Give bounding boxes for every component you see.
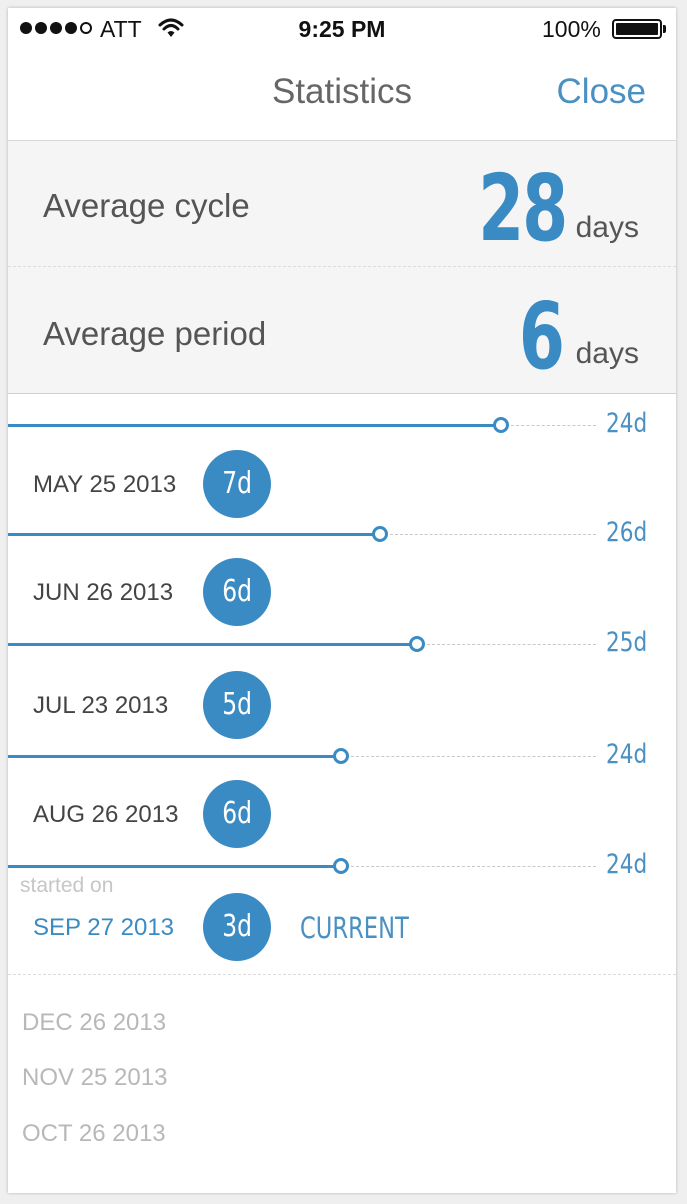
current-period-date: SEP 27 2013 [33,914,175,941]
cycle-bar: 24d [8,739,676,770]
cycle-bar: 25d [8,627,676,658]
period-length-badge: 6d [203,558,271,626]
signal-dot [65,22,77,34]
period-row[interactable]: JUL 23 2013 5d [8,671,676,739]
current-status-label: CURRENT [300,911,409,945]
period-length-badge: 6d [203,780,271,848]
page-title: Statistics [271,72,413,111]
period-length-badge: 7d [203,450,271,518]
cycle-length: 24d [606,408,648,439]
cycle-bar: 24d [8,849,676,880]
period-length-badge: 5d [203,671,271,739]
average-cycle-label: Average cycle [43,187,250,224]
wifi-icon [158,18,184,37]
summary-panel: Average cycle 28 days Average period 6 d… [8,141,676,394]
battery-tip [663,25,666,33]
cycle-length: 26d [606,517,648,548]
average-period-unit: days [575,337,639,370]
period-row[interactable]: MAY 25 2013 7d [8,450,676,518]
predicted-date: DEC 26 2013 [22,1009,167,1036]
cycle-bar: 24d [8,408,676,439]
signal-dot [35,22,47,34]
average-period-row: Average period 6 days [8,267,676,392]
predicted-date: NOV 25 2013 [22,1064,168,1091]
period-length-badge: 3d [203,893,271,961]
signal-dot [20,22,32,34]
average-period-label: Average period [43,315,267,352]
cycle-dash [427,644,596,645]
predicted-date: OCT 26 2013 [22,1120,166,1147]
cycle-marker [493,417,509,433]
cycle-dash [511,425,596,426]
average-cycle-unit: days [575,211,639,244]
cycle-bar-line [8,865,338,868]
average-period-value: 6 [518,283,565,390]
cycle-bar-line [8,533,376,536]
cycle-bar: 26d [8,517,676,548]
cycle-marker [372,526,388,542]
carrier-name: ATT [100,16,142,42]
status-time: 9:25 PM [298,16,386,42]
cycle-marker [333,858,349,874]
close-button[interactable]: Close [556,72,646,111]
current-period-row[interactable]: started on SEP 27 2013 3d CURRENT [8,874,676,961]
period-date: JUN 26 2013 [33,579,174,606]
cycle-timeline: 24d MAY 25 2013 7d 26d JUN 26 2013 6d 25… [8,394,676,984]
cycle-bar-line [8,424,496,427]
battery-icon [612,19,662,39]
cycle-dash [351,756,596,757]
average-cycle-value: 28 [478,155,568,262]
cycle-dash [390,534,596,535]
signal-dot-empty [80,22,92,34]
cycle-bar-line [8,643,418,646]
cycle-dash [351,866,596,867]
signal-dot [50,22,62,34]
app-screen: ATT 9:25 PM 100% Statistics Close Averag… [8,8,676,1193]
cycle-marker [333,748,349,764]
period-row[interactable]: AUG 26 2013 6d [8,780,676,848]
cycle-length: 25d [606,627,648,658]
period-date: AUG 26 2013 [33,801,179,828]
status-bar: ATT 9:25 PM 100% [8,8,676,48]
period-date: JUL 23 2013 [33,692,169,719]
predicted-periods-list: DEC 26 2013 NOV 25 2013 OCT 26 2013 [8,974,676,1147]
period-date: MAY 25 2013 [33,471,177,498]
cycle-length: 24d [606,849,648,880]
cycle-bar-line [8,755,338,758]
average-cycle-row: Average cycle 28 days [8,141,676,267]
cycle-length: 24d [606,739,648,770]
started-on-label: started on [20,874,114,897]
period-row[interactable]: JUN 26 2013 6d [8,558,676,626]
cycle-marker [409,636,425,652]
navigation-bar: Statistics Close [8,48,676,141]
signal-icon [20,22,92,34]
battery-percent: 100% [542,16,601,42]
